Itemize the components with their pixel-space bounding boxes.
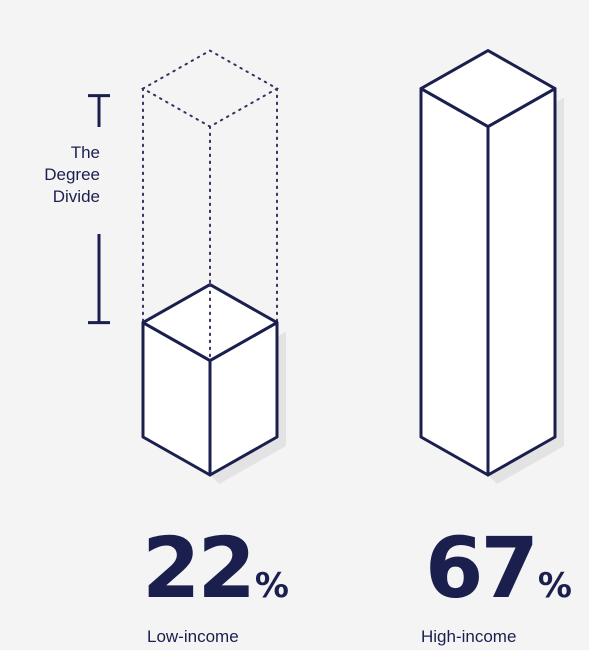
- degree-divide-line-2: Degree: [44, 165, 100, 184]
- degree-divide-line-3: Divide: [52, 187, 100, 206]
- column-right-face-high-income: [486, 87, 557, 477]
- column-high-income: [419, 49, 557, 477]
- value-label-high-income: 67%: [425, 526, 572, 610]
- value-high-income-number: 67: [425, 519, 539, 617]
- column-top-face-high-income: [419, 49, 557, 129]
- category-label-low-income: Low-income: [147, 627, 239, 646]
- column-low-income: [141, 283, 279, 477]
- degree-divide-bracket: [88, 94, 110, 325]
- ghost-column-outline: [140, 49, 280, 324]
- value-label-low-income: 22%: [142, 526, 289, 610]
- columns: [141, 49, 557, 477]
- column-top-face-low-income: [141, 283, 279, 363]
- ghost-top-face: [140, 49, 280, 128]
- degree-divide-line-1: The: [70, 143, 100, 162]
- column-left-face-high-income: [419, 87, 490, 477]
- value-high-income-unit: %: [537, 566, 572, 606]
- value-low-income-unit: %: [254, 566, 289, 606]
- value-low-income-number: 22: [142, 519, 256, 617]
- degree-divide-label: The Degree Divide: [40, 142, 100, 208]
- category-label-high-income: High-income: [421, 627, 517, 646]
